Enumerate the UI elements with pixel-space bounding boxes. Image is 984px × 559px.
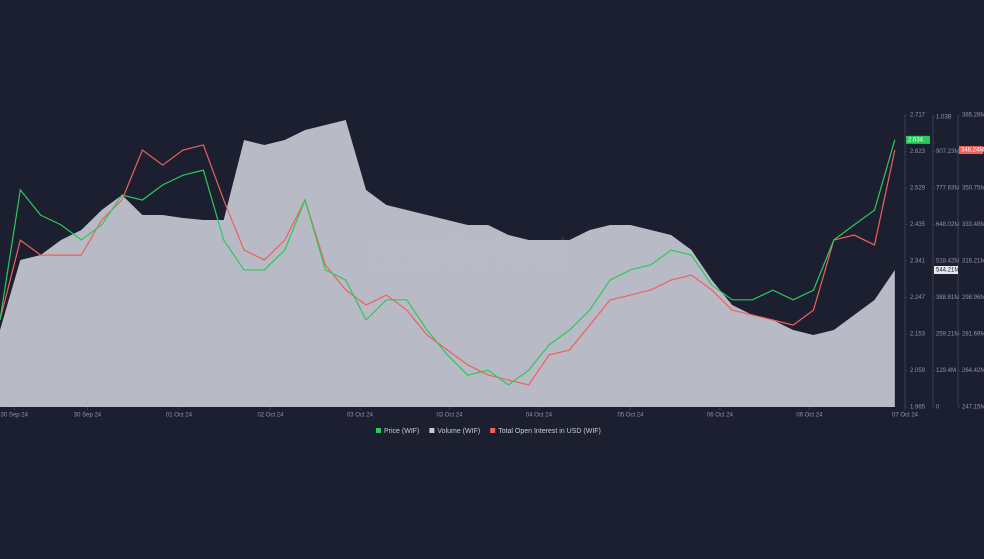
x-tick-label: 05 Oct 24 [617,413,644,419]
y-tick-label: 2.717 [910,113,926,119]
y-tick-label: 1.03B [936,115,952,121]
current-value-label: 544.21M [936,268,959,274]
series-line [0,144,896,386]
x-tick-label: 03 Oct 24 [347,413,374,419]
current-value-badge [934,266,958,275]
y-tick-label: 350.75M [962,186,984,192]
y-tick-label: 2.623 [910,149,926,155]
y-tick-label: 907.23M [936,149,959,155]
y-tick-label: 259.21M [936,332,959,338]
y-tick-label: 2.435 [910,222,926,228]
y-tick-label: 333.48M [962,222,984,228]
current-value-label: 2.634 [908,137,924,143]
legend-swatch [490,428,496,433]
y-tick-label: 385.28M [962,113,984,119]
legend: Price (WIF) Volume (WIF) Total Open Intere… [376,428,601,435]
x-tick-label: 04 Oct 24 [526,413,553,419]
x-tick-label: 07 Oct 24 [892,413,919,419]
legend-swatch [429,428,435,433]
y-tick-label: 298.96M [962,295,984,301]
x-tick-label: 01 Oct 24 [166,413,193,419]
series-line [0,139,896,386]
x-tick-label: 03 Oct 24 [436,413,463,419]
x-tick-label: 06 Oct 24 [796,413,823,419]
y-tick-label: 281.69M [962,332,984,338]
x-tick-label: 02 Oct 24 [257,413,284,419]
plot-area: 30 Sep 24 30 Sep 24 01 Oct 24 02 Oct 24 03 O… [0,113,984,419]
y-tick-label: 129.4M [936,368,956,374]
current-value-label: 346.24M [961,148,984,154]
y-tick-label: 388.81M [936,295,959,301]
volume-area [0,120,895,407]
y-tick-label: 2.059 [910,368,926,374]
y-tick-label: 264.42M [962,368,984,374]
y-tick-label: 0 [936,405,940,411]
legend-label: Price (WIF) [384,428,419,435]
x-tick-label: 06 Oct 24 [707,413,734,419]
current-value-badge [906,135,930,144]
y-tick-label: 2.247 [910,295,926,301]
legend-swatch [376,428,381,433]
y-tick-label: 777.63M [936,186,959,192]
y-tick-label: 648.02M [936,222,959,228]
y-tick-label: 2.341 [910,259,926,265]
x-tick-label: 30 Sep 24 [74,413,102,419]
y-tick-label: 316.21M [962,259,984,265]
current-value-badge [959,146,983,155]
x-tick-label: 30 Sep 24 [1,413,29,419]
legend-label: Volume (WIF) [437,428,480,435]
y-tick-label: 1.965 [910,405,926,411]
y-tick-label: 247.15M [962,405,984,411]
y-tick-label: 2.529 [910,186,926,192]
legend-label: Total Open Interest in USD (WIF) [498,428,601,435]
y-tick-label: 518.42M [936,259,959,265]
y-tick-label: 2.153 [910,332,926,338]
